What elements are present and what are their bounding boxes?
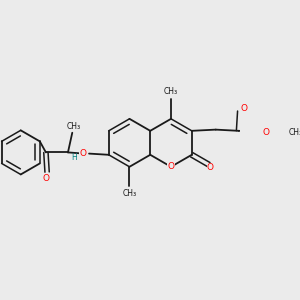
Text: O: O — [207, 163, 214, 172]
Text: O: O — [167, 162, 175, 171]
Text: O: O — [42, 174, 50, 183]
Text: H: H — [71, 153, 77, 162]
Text: O: O — [262, 128, 269, 136]
Text: CH₃: CH₃ — [288, 128, 300, 136]
Text: CH₃: CH₃ — [66, 122, 80, 130]
Text: CH₃: CH₃ — [164, 87, 178, 96]
Text: CH₃: CH₃ — [122, 189, 136, 198]
Text: O: O — [79, 149, 86, 158]
Text: O: O — [241, 104, 248, 113]
